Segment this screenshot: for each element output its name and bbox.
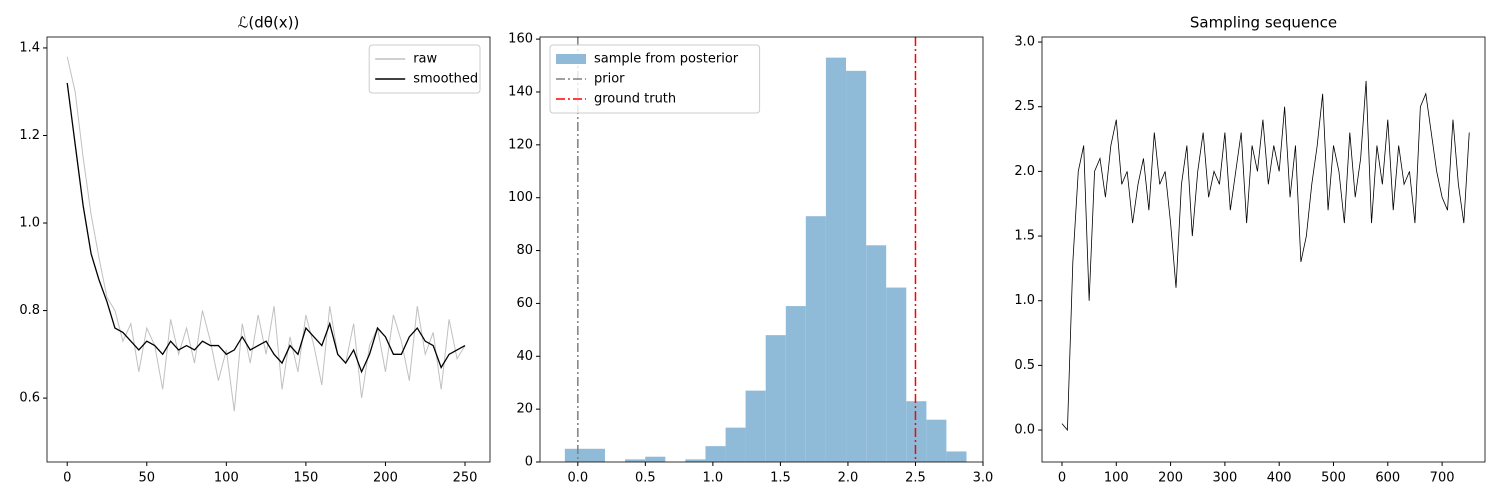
series-line	[66, 82, 466, 374]
x-tick-label: 0	[63, 471, 71, 486]
x-tick-label: 0	[1058, 471, 1066, 486]
hist-bar	[926, 419, 947, 462]
y-tick-label: 1.5	[1014, 229, 1035, 244]
x-tick-label: 200	[1158, 471, 1183, 486]
x-tick-label: 300	[1212, 471, 1237, 486]
x-tick-label: 600	[1375, 471, 1400, 486]
legend: sample from posterior prior ground truth	[549, 44, 761, 114]
y-tick-label: 160	[508, 32, 533, 47]
chart-title: Sampling sequence	[1190, 14, 1337, 32]
y-tick-label: 140	[508, 84, 533, 99]
x-tick-label: 100	[214, 471, 239, 486]
hist-bar	[946, 451, 967, 462]
y-tick-label: 2.0	[1014, 164, 1035, 179]
hist-bar	[846, 70, 867, 463]
hist-bar	[705, 446, 726, 462]
x-tick-label: 150	[293, 471, 318, 486]
y-tick-label: 0.8	[19, 303, 40, 318]
y-tick-label: 3.0	[1014, 35, 1035, 50]
hist-bar	[825, 57, 847, 463]
x-tick-label: 1.5	[770, 471, 791, 486]
hist-bar	[625, 459, 646, 462]
x-tick-label: 50	[138, 471, 155, 486]
legend: raw smoothed	[368, 44, 481, 94]
x-tick-label: 2.0	[838, 471, 859, 486]
x-tick-label: 700	[1430, 471, 1455, 486]
y-tick-label: 1.2	[19, 128, 40, 143]
hist-bar	[564, 448, 585, 462]
series-line	[1061, 80, 1470, 432]
y-tick-label: 2.5	[1014, 99, 1035, 114]
y-tick-label: 80	[516, 243, 533, 258]
x-tick-label: 3.0	[973, 471, 994, 486]
legend-label: raw	[413, 52, 437, 67]
x-tick-label: 200	[373, 471, 398, 486]
hist-bar	[765, 335, 786, 462]
y-tick-label: 1.0	[1014, 293, 1035, 308]
y-tick-label: 100	[508, 190, 533, 205]
hist-bar	[745, 390, 766, 462]
y-tick-label: 120	[508, 137, 533, 152]
hist-bar	[725, 427, 746, 462]
axes-frame	[539, 36, 984, 463]
hist-bar	[805, 216, 826, 462]
y-tick-label: 1.4	[19, 40, 40, 55]
y-tick-label: 1.0	[19, 216, 40, 231]
x-tick-label: 1.0	[703, 471, 724, 486]
x-tick-label: 500	[1321, 471, 1346, 486]
y-tick-label: 0.5	[1014, 358, 1035, 373]
axes-frame	[46, 36, 491, 463]
x-tick-label: 100	[1104, 471, 1129, 486]
x-tick-label: 0.5	[635, 471, 656, 486]
legend-label: prior	[594, 72, 625, 87]
y-tick-label: 0	[525, 455, 533, 470]
panel: 0.0 0.5 1.0 1.5 2.0 2.5 3.0 0 20 40 60 80 100 120 140 1…	[508, 32, 993, 486]
axes-frame	[1041, 36, 1486, 463]
x-tick-label: 0.0	[567, 471, 588, 486]
y-tick-label: 0.6	[19, 391, 40, 406]
hist-bar	[685, 459, 706, 462]
hist-bar	[645, 456, 666, 462]
hist-bar	[866, 245, 887, 462]
panel: Sampling sequence 0 100 200 300 400 500 600 700 0…	[1014, 14, 1486, 486]
panel: ℒ(dθ(x)) 0 50 100 150 200 250 0.6 0.8 1.0 1.2 1.4 ra…	[19, 14, 491, 486]
hist-bar	[584, 448, 605, 462]
legend-label: smoothed	[413, 72, 478, 87]
chart-title: ℒ(dθ(x))	[238, 14, 300, 32]
legend-box	[368, 44, 481, 94]
y-tick-label: 0.0	[1014, 423, 1035, 438]
series-line	[66, 56, 466, 412]
legend-swatch	[556, 54, 586, 64]
legend-box	[549, 44, 761, 114]
y-tick-label: 20	[516, 402, 533, 417]
y-tick-label: 40	[516, 349, 533, 364]
x-tick-label: 400	[1267, 471, 1292, 486]
x-tick-label: 250	[453, 471, 478, 486]
x-tick-label: 2.5	[905, 471, 926, 486]
y-tick-label: 60	[516, 296, 533, 311]
hist-bar	[785, 306, 806, 462]
legend-label: sample from posterior	[594, 52, 739, 67]
legend-label: ground truth	[594, 92, 676, 107]
hist-bar	[906, 401, 927, 462]
hist-bar	[886, 287, 907, 462]
